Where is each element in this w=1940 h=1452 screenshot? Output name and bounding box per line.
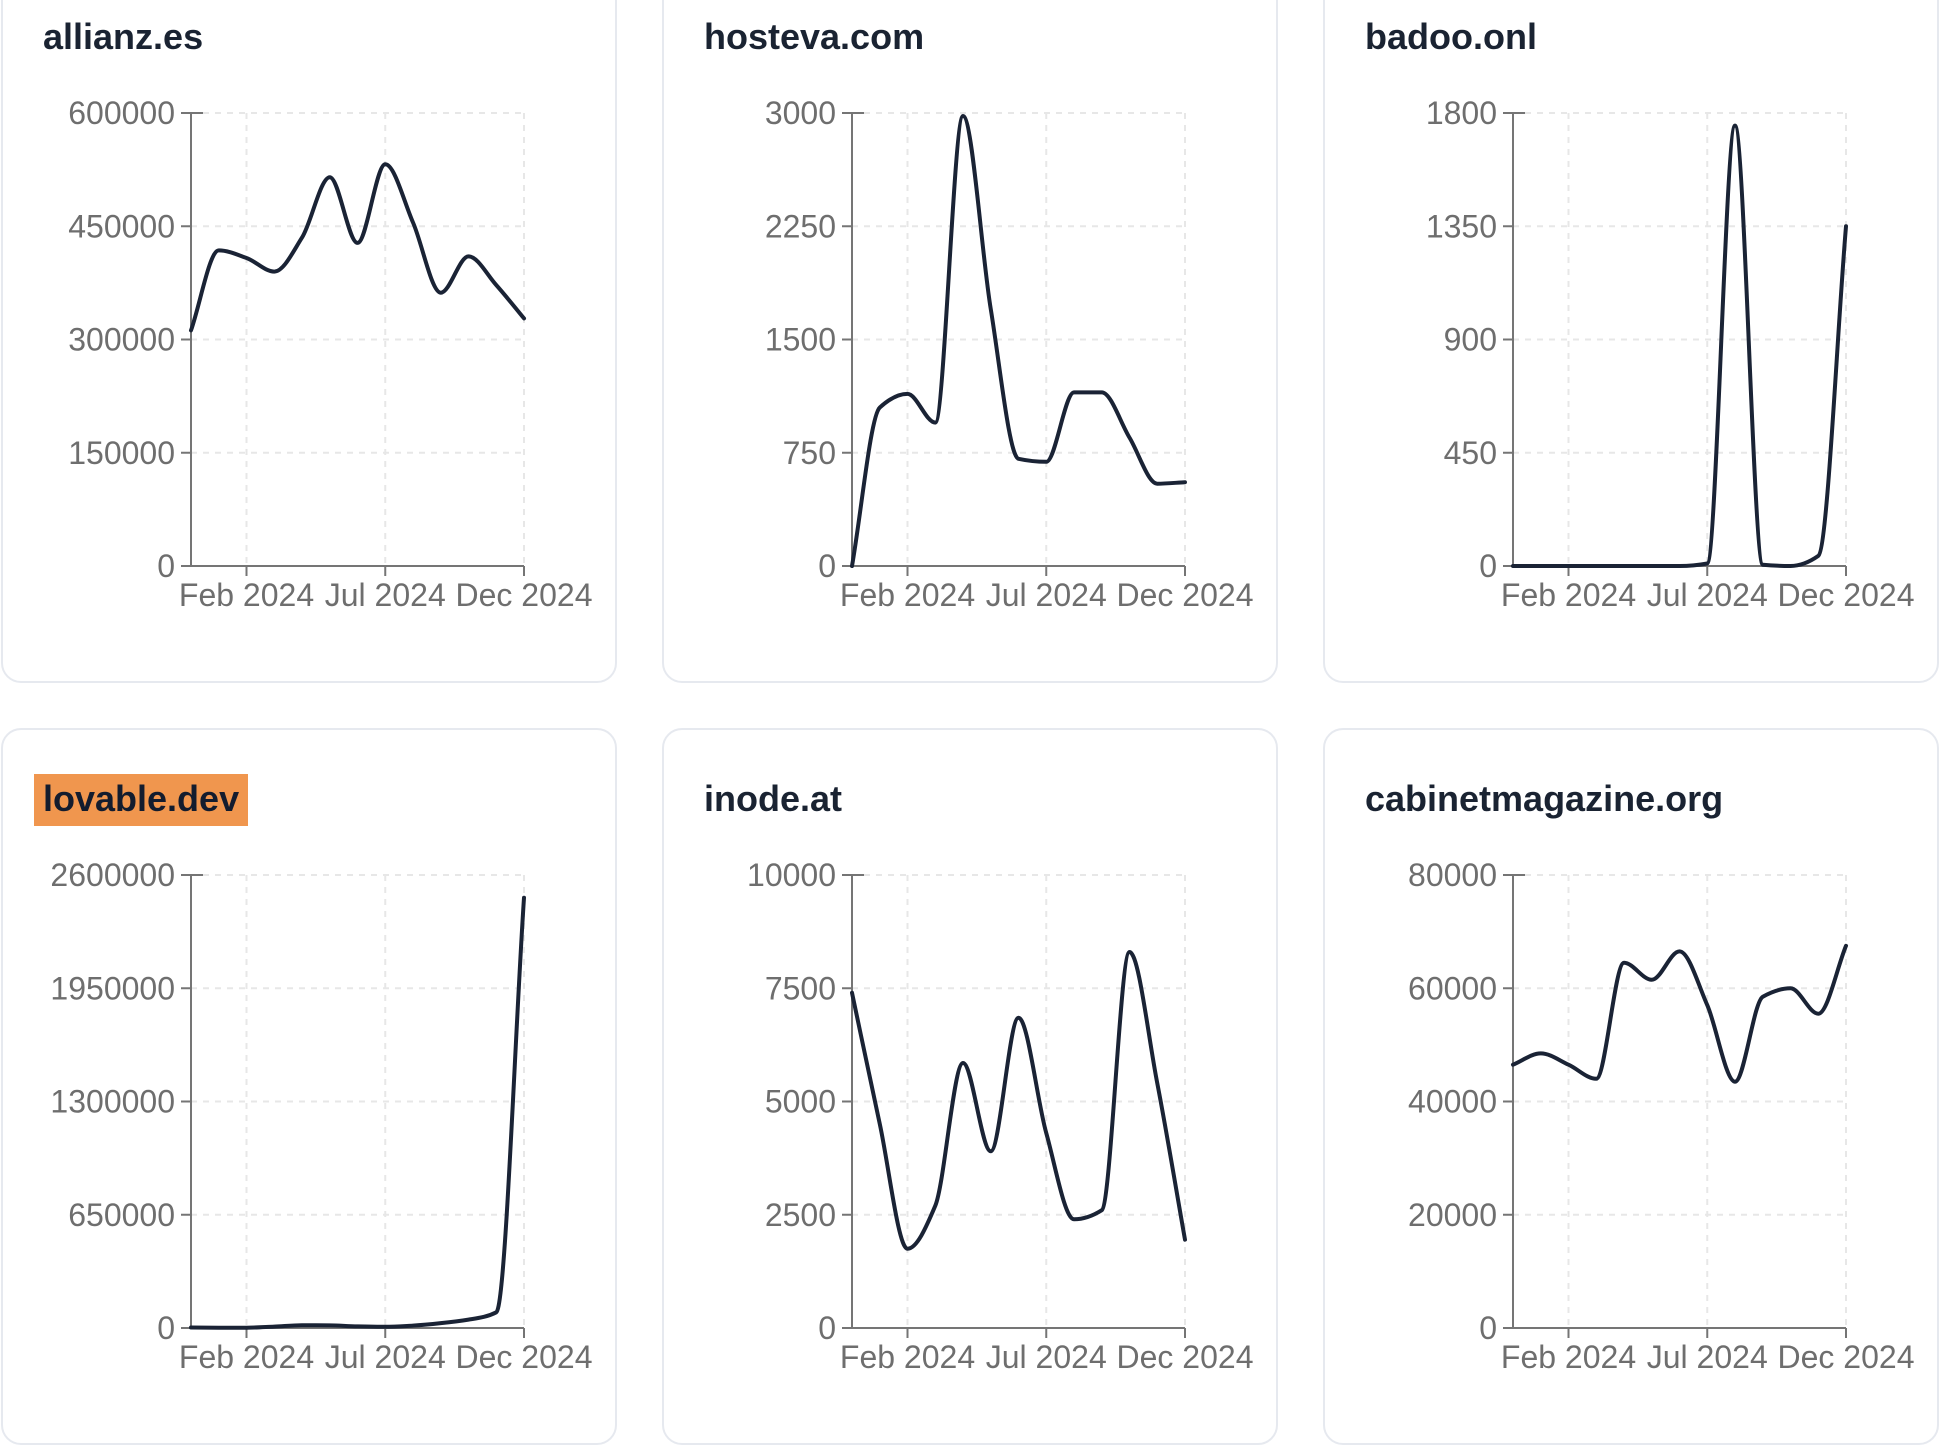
y-axis-label: 80000 [1408,857,1497,893]
domain-card: 0 20000 40000 60000 80000 Feb 2024 Jul 2024 Dec… [1323,728,1939,1445]
x-axis-label: Dec 2024 [456,577,593,613]
traffic-chart: 0 750 1500 2250 3000 Feb 2024 Jul 2024 Dec 2024 [765,95,1254,613]
y-axis-label: 2600000 [50,857,175,893]
traffic-line [189,895,526,1330]
domain-title: hosteva.com [704,16,925,57]
x-axis-label: Jul 2024 [1647,577,1768,613]
y-axis-label: 40000 [1408,1084,1497,1120]
y-axis-label: 1800 [1426,95,1497,131]
y-axis-label: 450 [1444,435,1497,471]
x-axis-label: Feb 2024 [840,577,975,613]
y-axis-label: 1300000 [50,1084,175,1120]
y-axis-label: 60000 [1408,970,1497,1006]
x-axis-label: Feb 2024 [179,1339,314,1375]
y-axis-label: 650000 [68,1197,175,1233]
x-axis-label: Dec 2024 [1778,1339,1915,1375]
traffic-line [850,114,1187,568]
y-axis-label: 1500 [765,322,836,358]
y-axis-label: 0 [1479,548,1497,584]
domain-title: cabinetmagazine.org [1365,778,1724,819]
domain-card: 0 150000 300000 450000 600000 Feb 2024 Jul 202… [1,0,617,683]
y-axis-label: 1950000 [50,970,175,1006]
traffic-chart: 0 150000 300000 450000 600000 Feb 2024 Jul 202… [68,95,593,613]
y-axis-label: 0 [818,548,836,584]
y-axis-label: 1350 [1426,208,1497,244]
x-axis-label: Feb 2024 [840,1339,975,1375]
y-axis-label: 0 [818,1310,836,1346]
x-axis-label: Jul 2024 [986,577,1107,613]
y-axis-label: 0 [157,1310,175,1346]
y-axis-label: 5000 [765,1084,836,1120]
traffic-chart: 0 20000 40000 60000 80000 Feb 2024 Jul 2024 Dec… [1408,857,1915,1375]
traffic-line [189,162,526,333]
traffic-chart: 0 650000 1300000 1950000 2600000 Feb 2024 Jul … [50,857,593,1375]
x-axis-label: Dec 2024 [1778,577,1915,613]
x-axis-label: Jul 2024 [986,1339,1107,1375]
y-axis-label: 2500 [765,1197,836,1233]
y-axis-label: 900 [1444,322,1497,358]
y-axis-label: 300000 [68,322,175,358]
domain-card: 0 450 900 1350 1800 Feb 2024 Jul 2024 Dec 2024 … [1323,0,1939,683]
y-axis-label: 0 [157,548,175,584]
x-axis-label: Feb 2024 [1501,577,1636,613]
y-axis-label: 750 [783,435,836,471]
y-axis-label: 3000 [765,95,836,131]
x-axis-label: Dec 2024 [456,1339,593,1375]
domain-card: 0 750 1500 2250 3000 Feb 2024 Jul 2024 Dec 2024… [662,0,1278,683]
traffic-line [1511,123,1848,568]
x-axis-label: Jul 2024 [325,1339,446,1375]
x-axis-label: Jul 2024 [1647,1339,1768,1375]
y-axis-label: 150000 [68,435,175,471]
x-axis-label: Dec 2024 [1117,1339,1254,1375]
x-axis-label: Feb 2024 [1501,1339,1636,1375]
traffic-chart: 0 450 900 1350 1800 Feb 2024 Jul 2024 Dec 2024 [1426,95,1915,613]
domain-title: inode.at [704,778,843,819]
domain-title: lovable.dev [34,774,249,826]
y-axis-label: 450000 [68,208,175,244]
y-axis-label: 0 [1479,1310,1497,1346]
y-axis-label: 20000 [1408,1197,1497,1233]
traffic-line [850,950,1187,1251]
traffic-chart: 0 2500 5000 7500 10000 Feb 2024 Jul 2024 Dec 20… [747,857,1254,1375]
domain-title: allianz.es [43,16,204,57]
domain-card: 0 650000 1300000 1950000 2600000 Feb 2024 Jul … [1,728,617,1445]
y-axis-label: 10000 [747,857,836,893]
x-axis-label: Jul 2024 [325,577,446,613]
y-axis-label: 7500 [765,970,836,1006]
traffic-line [1511,943,1848,1084]
domain-card: 0 2500 5000 7500 10000 Feb 2024 Jul 2024 Dec 20… [662,728,1278,1445]
x-axis-label: Feb 2024 [179,577,314,613]
domain-title: badoo.onl [1365,16,1537,57]
x-axis-label: Dec 2024 [1117,577,1254,613]
y-axis-label: 2250 [765,208,836,244]
y-axis-label: 600000 [68,95,175,131]
